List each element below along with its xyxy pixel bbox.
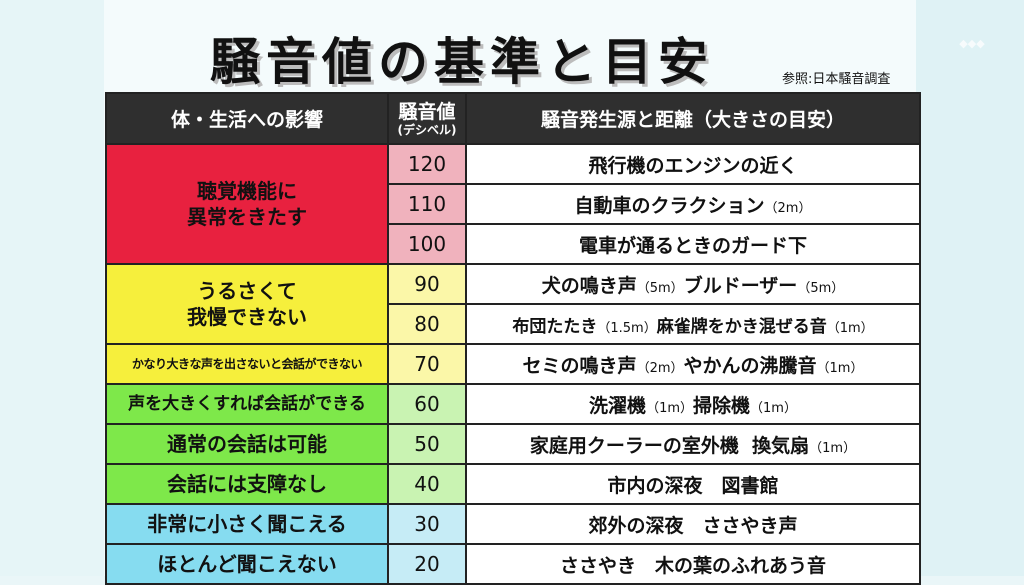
table-row: うるさくて 我慢できない 90 犬の鳴き声（5m）ブルドーザー（5m） — [105, 263, 921, 345]
effect-cell-unbearable: うるさくて 我慢できない — [105, 263, 389, 345]
column-header-effect: 体・生活への影響 — [105, 92, 389, 145]
source-cell: 飛行機のエンジンの近く — [465, 143, 921, 185]
source-cell: 犬の鳴き声（5m）ブルドーザー（5m） — [465, 263, 921, 305]
source-cell: 電車が通るときのガード下 — [465, 223, 921, 265]
source-cell: セミの鳴き声（2m）やかんの沸騰音（1m） — [465, 343, 921, 385]
distance-text: （1.5m） — [597, 320, 657, 336]
source-text: 市内の深夜 図書館 — [607, 474, 779, 497]
distance-text-2: （1m） — [816, 360, 864, 376]
db-cell: 90 — [387, 263, 467, 305]
source-text: 布団たたき — [512, 316, 598, 337]
source-cell: 自動車のクラクション（2m） — [465, 183, 921, 225]
source-note: 参照:日本騒音調査 — [782, 72, 891, 87]
source-text-2: やかんの沸騰音 — [683, 354, 817, 377]
db-cell: 110 — [387, 183, 467, 225]
source-text: 郊外の深夜 ささやき声 — [588, 514, 798, 537]
source-text: 自動車のクラクション — [574, 194, 765, 217]
distance-text-2: （1m） — [750, 400, 797, 416]
distance-text-2: （5m） — [797, 280, 845, 296]
table-row: 非常に小さく聞こえる 30 郊外の深夜 ささやき声 — [105, 503, 921, 545]
effect-cell: かなり大きな声を出さないと会話ができない — [105, 343, 389, 385]
column-header-db: 騒音値 (デシベル) — [387, 92, 467, 145]
source-text: 犬の鳴き声 — [541, 274, 637, 297]
db-cell: 50 — [387, 423, 467, 465]
table-row: 会話には支障なし 40 市内の深夜 図書館 — [105, 463, 921, 505]
effect-label: 聴覚機能に 異常をきたす — [187, 179, 307, 229]
effect-cell: ほとんど聞こえない — [105, 543, 389, 585]
column-header-source: 騒音発生源と距離（大きさの目安） — [465, 92, 921, 145]
table-header-row: 体・生活への影響 騒音値 (デシベル) 騒音発生源と距離（大きさの目安） — [105, 92, 921, 145]
source-cell: 家庭用クーラーの室外機 換気扇（1m） — [465, 423, 921, 465]
source-text: 洗濯機 — [589, 394, 647, 417]
distance-text: （1m） — [646, 400, 693, 416]
source-cell: 洗濯機（1m）掃除機（1m） — [465, 383, 921, 425]
source-cell: 布団たたき（1.5m）麻雀牌をかき混ぜる音（1m） — [465, 303, 921, 345]
source-cell: ささやき 木の葉のふれあう音 — [465, 543, 921, 585]
effect-cell: 声を大きくすれば会話ができる — [105, 383, 389, 425]
db-cell: 70 — [387, 343, 467, 385]
db-cell: 80 — [387, 303, 467, 345]
table-row: 聴覚機能に 異常をきたす 120 飛行機のエンジンの近く — [105, 143, 921, 265]
table-row: 110 自動車のクラクション（2m） — [106, 183, 921, 225]
column-header-db-label: 騒音値 — [398, 100, 456, 123]
effect-cell-hearing-damage: 聴覚機能に 異常をきたす — [105, 143, 389, 265]
source-text: 飛行機のエンジンの近く — [588, 154, 798, 177]
source-text-2: 掃除機 — [693, 394, 751, 417]
effect-cell: 会話には支障なし — [105, 463, 389, 505]
db-cell: 120 — [387, 143, 467, 185]
source-text-2: 麻雀牌をかき混ぜる音 — [656, 316, 827, 337]
table-row: ほとんど聞こえない 20 ささやき 木の葉のふれあう音 — [105, 543, 921, 585]
source-text: 家庭用クーラーの室外機 — [529, 434, 739, 457]
distance-text-2: （1m） — [809, 440, 857, 456]
source-text-2: 換気扇 — [752, 434, 810, 457]
left-margin — [0, 0, 104, 576]
effect-cell: 非常に小さく聞こえる — [105, 503, 389, 545]
table-row: 通常の会話は可能 50 家庭用クーラーの室外機 換気扇（1m） — [105, 423, 921, 465]
table-row: かなり大きな声を出さないと会話ができない 70 セミの鳴き声（2m）やかんの沸騰… — [105, 343, 921, 385]
db-cell: 20 — [387, 543, 467, 585]
source-text: 電車が通るときのガード下 — [578, 234, 807, 257]
table-row: 80 布団たたき（1.5m）麻雀牌をかき混ぜる音（1m） — [106, 303, 921, 345]
db-cell: 100 — [387, 223, 467, 265]
table-row: 声を大きくすれば会話ができる 60 洗濯機（1m）掃除機（1m） — [105, 383, 921, 425]
db-cell: 30 — [387, 503, 467, 545]
source-cell: 郊外の深夜 ささやき声 — [465, 503, 921, 545]
effect-label: うるさくて 我慢できない — [187, 279, 307, 329]
effect-cell: 通常の会話は可能 — [105, 423, 389, 465]
source-text-2: ブルドーザー — [683, 274, 798, 297]
distance-text-2: （1m） — [826, 320, 874, 336]
page-title: 騒音値の基準と目安 — [210, 33, 714, 91]
source-text: ささやき 木の葉のふれあう音 — [559, 554, 826, 577]
source-text: セミの鳴き声 — [522, 354, 637, 377]
db-cell: 60 — [387, 383, 467, 425]
broadcast-logo: ◆◆◆ — [959, 37, 985, 50]
noise-table: 体・生活への影響 騒音値 (デシベル) 騒音発生源と距離（大きさの目安） 聴覚機… — [105, 92, 921, 585]
distance-text: （2m） — [764, 200, 812, 216]
right-margin — [916, 0, 1024, 576]
source-cell: 市内の深夜 図書館 — [465, 463, 921, 505]
distance-text: （2m） — [636, 360, 684, 376]
table-row: 100 電車が通るときのガード下 — [106, 223, 921, 265]
distance-text: （5m） — [636, 280, 684, 296]
column-header-db-unit: (デシベル) — [397, 122, 457, 137]
db-cell: 40 — [387, 463, 467, 505]
